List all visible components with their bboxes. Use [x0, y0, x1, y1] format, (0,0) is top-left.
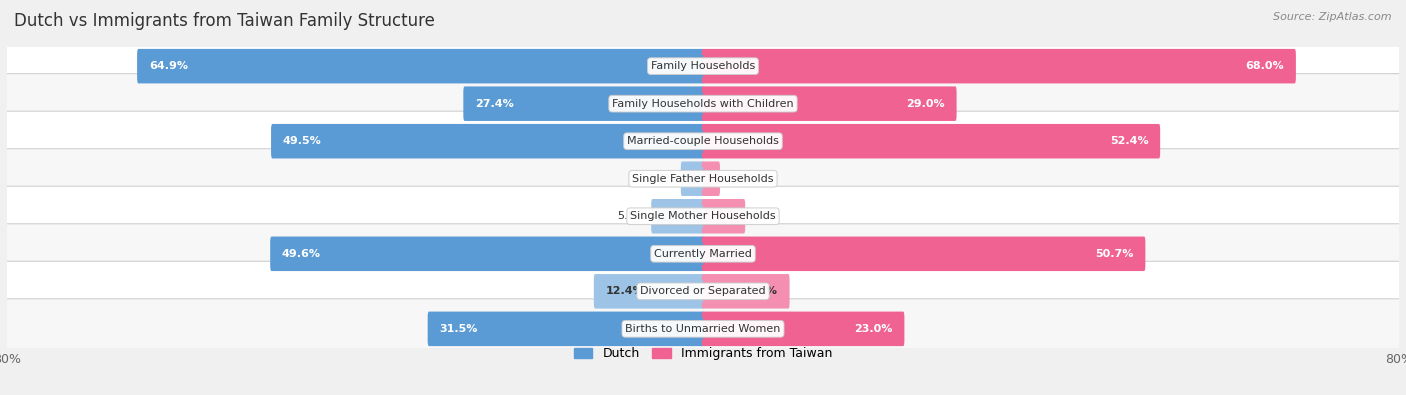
- Text: Dutch vs Immigrants from Taiwan Family Structure: Dutch vs Immigrants from Taiwan Family S…: [14, 12, 434, 30]
- Text: 49.6%: 49.6%: [283, 249, 321, 259]
- FancyBboxPatch shape: [464, 87, 704, 121]
- FancyBboxPatch shape: [702, 124, 1160, 158]
- Text: Family Households: Family Households: [651, 61, 755, 71]
- Text: 27.4%: 27.4%: [475, 99, 513, 109]
- Text: Family Households with Children: Family Households with Children: [612, 99, 794, 109]
- FancyBboxPatch shape: [4, 36, 1402, 96]
- FancyBboxPatch shape: [702, 49, 1296, 83]
- Text: 29.0%: 29.0%: [907, 99, 945, 109]
- Bar: [703, 242, 725, 265]
- Text: 9.8%: 9.8%: [747, 286, 778, 296]
- Text: 68.0%: 68.0%: [1246, 61, 1284, 71]
- Bar: [696, 205, 703, 228]
- Text: Currently Married: Currently Married: [654, 249, 752, 259]
- FancyBboxPatch shape: [270, 237, 704, 271]
- Text: 23.0%: 23.0%: [855, 324, 893, 334]
- FancyBboxPatch shape: [4, 73, 1402, 134]
- Text: 1.8%: 1.8%: [725, 174, 754, 184]
- FancyBboxPatch shape: [681, 162, 704, 196]
- FancyBboxPatch shape: [702, 162, 720, 196]
- FancyBboxPatch shape: [702, 274, 790, 308]
- FancyBboxPatch shape: [702, 312, 904, 346]
- Bar: [703, 317, 713, 340]
- Bar: [668, 92, 703, 115]
- Text: Married-couple Households: Married-couple Households: [627, 136, 779, 146]
- FancyBboxPatch shape: [593, 274, 704, 308]
- FancyBboxPatch shape: [4, 111, 1402, 171]
- Bar: [703, 92, 716, 115]
- Bar: [638, 130, 703, 153]
- Text: 5.8%: 5.8%: [617, 211, 645, 221]
- FancyBboxPatch shape: [427, 312, 704, 346]
- Bar: [703, 55, 733, 78]
- FancyBboxPatch shape: [4, 261, 1402, 322]
- FancyBboxPatch shape: [4, 299, 1402, 359]
- Bar: [703, 280, 707, 303]
- Text: 31.5%: 31.5%: [440, 324, 478, 334]
- FancyBboxPatch shape: [702, 237, 1146, 271]
- Bar: [686, 280, 703, 303]
- Bar: [638, 242, 703, 265]
- Text: 12.4%: 12.4%: [606, 286, 644, 296]
- FancyBboxPatch shape: [702, 87, 956, 121]
- Text: 64.9%: 64.9%: [149, 61, 188, 71]
- FancyBboxPatch shape: [702, 199, 745, 233]
- FancyBboxPatch shape: [271, 124, 704, 158]
- Text: 4.7%: 4.7%: [751, 211, 779, 221]
- Text: 49.5%: 49.5%: [283, 136, 322, 146]
- Text: Single Father Households: Single Father Households: [633, 174, 773, 184]
- Text: Single Mother Households: Single Mother Households: [630, 211, 776, 221]
- Bar: [662, 317, 703, 340]
- Text: Divorced or Separated: Divorced or Separated: [640, 286, 766, 296]
- Text: Source: ZipAtlas.com: Source: ZipAtlas.com: [1274, 12, 1392, 22]
- FancyBboxPatch shape: [4, 149, 1402, 209]
- Legend: Dutch, Immigrants from Taiwan: Dutch, Immigrants from Taiwan: [568, 342, 838, 365]
- FancyBboxPatch shape: [138, 49, 704, 83]
- Text: 2.4%: 2.4%: [647, 174, 675, 184]
- Text: Births to Unmarried Women: Births to Unmarried Women: [626, 324, 780, 334]
- Bar: [619, 55, 703, 78]
- FancyBboxPatch shape: [651, 199, 704, 233]
- Bar: [703, 205, 704, 228]
- Text: 50.7%: 50.7%: [1095, 249, 1133, 259]
- FancyBboxPatch shape: [4, 224, 1402, 284]
- Text: 52.4%: 52.4%: [1109, 136, 1149, 146]
- Bar: [700, 167, 703, 190]
- Bar: [703, 130, 725, 153]
- FancyBboxPatch shape: [4, 186, 1402, 246]
